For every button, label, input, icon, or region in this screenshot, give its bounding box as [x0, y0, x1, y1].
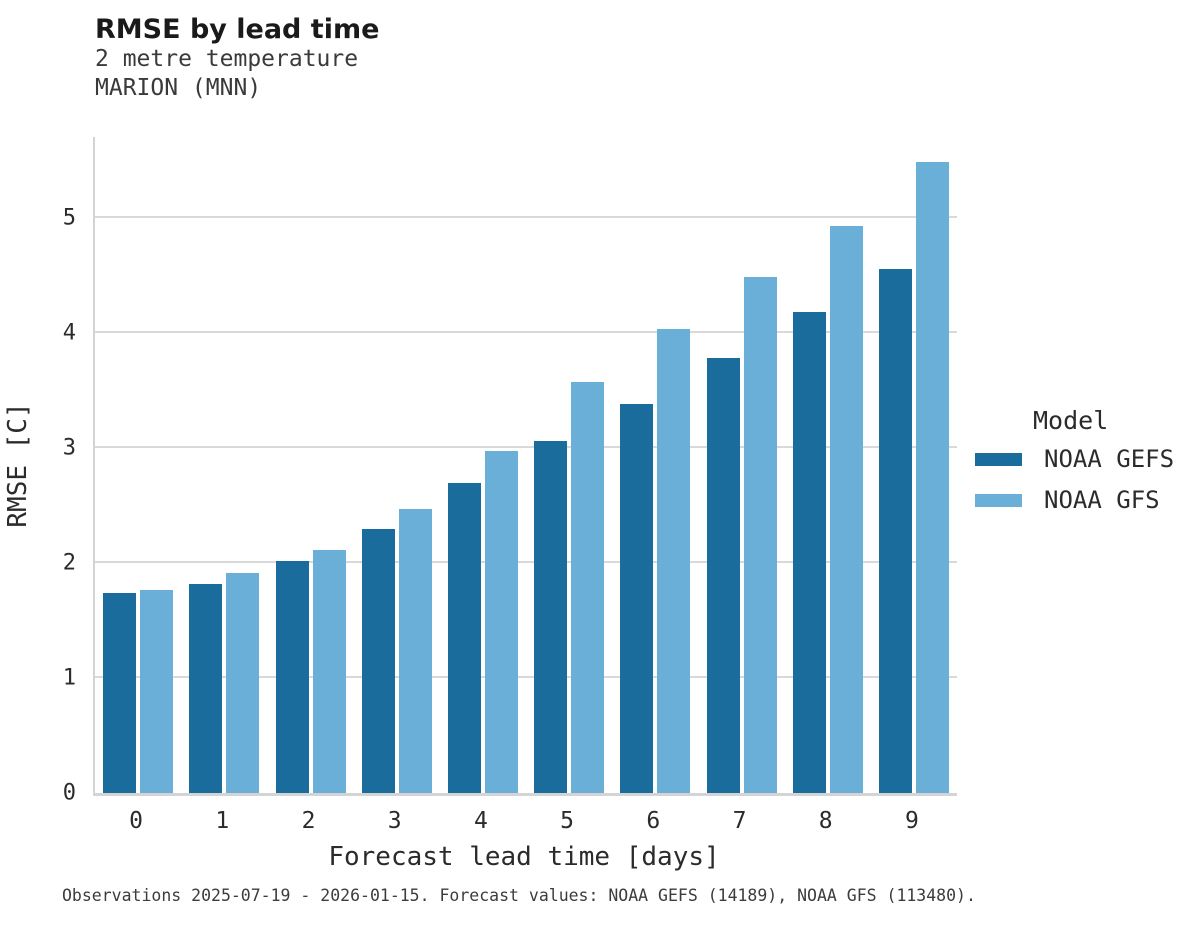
bar-group-day-2	[267, 137, 353, 793]
bar-noaa-gfs-day-6	[657, 329, 691, 793]
x-tick-label-1: 1	[215, 808, 230, 834]
plot-area	[93, 137, 957, 796]
grid-line-y1	[95, 675, 957, 678]
legend-swatch-icon	[975, 452, 1022, 466]
bar-noaa-gfs-day-9	[915, 162, 949, 793]
bar-noaa-gfs-day-8	[829, 225, 863, 793]
bar-noaa-gefs-day-5	[534, 440, 568, 793]
x-tick-label-6: 6	[646, 808, 661, 834]
legend-entries: NOAA GEFS NOAA GFS	[975, 445, 1174, 514]
bar-noaa-gfs-day-3	[398, 508, 432, 793]
bar-group-day-8	[785, 137, 871, 793]
legend-title: Model	[1033, 406, 1109, 435]
legend-swatch-icon	[975, 493, 1022, 507]
legend-label: NOAA GEFS	[1044, 445, 1175, 473]
bar-noaa-gefs-day-3	[361, 529, 395, 793]
bar-noaa-gefs-day-7	[706, 357, 740, 793]
bar-noaa-gfs-day-4	[484, 451, 518, 793]
bar-noaa-gefs-day-9	[878, 269, 912, 793]
bar-group-day-3	[354, 137, 440, 793]
y-axis-ticks: 0 1 2 3 4 5	[0, 137, 76, 805]
bar-noaa-gefs-day-4	[447, 483, 481, 793]
bar-group-day-6	[612, 137, 698, 793]
x-tick-label-5: 5	[560, 808, 575, 834]
bar-noaa-gefs-day-2	[275, 560, 309, 793]
chart-title: RMSE by lead time	[95, 14, 380, 45]
caption: Observations 2025-07-19 - 2026-01-15. Fo…	[62, 886, 976, 905]
legend-entry-noaa-gfs: NOAA GFS	[975, 486, 1174, 514]
bar-group-day-5	[526, 137, 612, 793]
x-axis-label: Forecast lead time [days]	[328, 842, 720, 872]
x-tick-label-2: 2	[301, 808, 316, 834]
bar-group-day-4	[440, 137, 526, 793]
grid-line-y2	[95, 560, 957, 563]
bar-group-day-7	[698, 137, 784, 793]
bar-group-day-9	[871, 137, 957, 793]
x-tick-label-7: 7	[732, 808, 747, 834]
x-tick-label-0: 0	[129, 808, 144, 834]
y-tick-label-0: 0	[62, 780, 76, 806]
grid-line-y3	[95, 445, 957, 448]
bar-noaa-gfs-day-0	[140, 590, 174, 793]
bar-noaa-gfs-day-1	[226, 573, 260, 793]
x-tick-label-9: 9	[904, 808, 919, 834]
bar-noaa-gefs-day-8	[792, 311, 826, 793]
legend-label: NOAA GFS	[1044, 486, 1160, 514]
y-tick-label-1: 1	[62, 665, 76, 691]
grid-line-y5	[95, 215, 957, 218]
x-tick-label-4: 4	[473, 808, 488, 834]
chart-subtitle-variable: 2 metre temperature	[95, 46, 359, 73]
bar-group-day-1	[181, 137, 267, 793]
bar-noaa-gefs-day-6	[620, 404, 654, 793]
y-tick-label-5: 5	[62, 205, 76, 231]
chart-subtitle-station: MARION (MNN)	[95, 75, 262, 102]
x-tick-label-8: 8	[818, 808, 833, 834]
bar-noaa-gfs-day-5	[571, 382, 605, 793]
legend-entry-noaa-gefs: NOAA GEFS	[975, 445, 1174, 473]
x-tick-label-3: 3	[387, 808, 402, 834]
bar-groups	[95, 137, 957, 793]
y-tick-label-2: 2	[62, 550, 76, 576]
grid-line-y4	[95, 330, 957, 333]
y-tick-label-4: 4	[62, 320, 76, 346]
bar-noaa-gefs-day-1	[189, 583, 223, 793]
title-block: RMSE by lead time 2 metre temperature MA…	[95, 14, 379, 104]
x-axis-ticks: 0 1 2 3 4 5 6 7 8 9	[93, 808, 955, 838]
bar-noaa-gfs-day-7	[743, 277, 777, 793]
legend: Model NOAA GEFS NOAA GFS	[975, 406, 1174, 527]
bar-noaa-gfs-day-2	[312, 550, 346, 793]
y-tick-label-3: 3	[62, 435, 76, 461]
bar-noaa-gefs-day-0	[103, 592, 137, 793]
bar-group-day-0	[95, 137, 181, 793]
